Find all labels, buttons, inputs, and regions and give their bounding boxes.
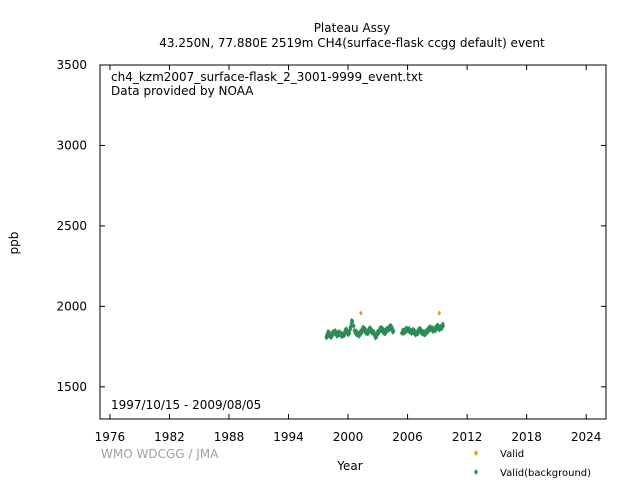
- data-point: [391, 328, 396, 335]
- data-point: [352, 323, 356, 329]
- x-tick-label: 1988: [214, 430, 245, 444]
- data-point: [348, 326, 353, 332]
- x-tick-label: 2012: [452, 430, 483, 444]
- data-marks: [324, 310, 446, 341]
- y-axis-label: ppb: [7, 232, 21, 255]
- data-point: [327, 329, 331, 335]
- legend-label: Valid(background): [500, 468, 591, 479]
- data-point: [344, 326, 349, 332]
- data-point: [407, 325, 411, 331]
- data-point: [419, 327, 424, 333]
- x-tick-label: 1976: [95, 430, 126, 444]
- x-axis-label: Year: [336, 459, 362, 473]
- data-point: [437, 310, 442, 316]
- data-point: [412, 326, 416, 333]
- data-point: [413, 328, 417, 334]
- x-tick-label: 1982: [154, 430, 185, 444]
- data-point: [349, 320, 354, 327]
- data-point: [372, 328, 376, 335]
- legend: Valid Valid(background): [474, 449, 591, 479]
- data-point: [380, 325, 385, 331]
- data-point: [350, 318, 355, 325]
- legend-label: Valid: [500, 449, 524, 460]
- x-tick-label: 2024: [571, 430, 602, 444]
- legend-marker: [474, 450, 478, 456]
- axis-ticks: 1976 1982 1988 1994 2000 2006 2012 2018 2024 1500…: [56, 58, 606, 444]
- y-tick-label: 3500: [56, 58, 87, 72]
- data-point: [390, 325, 395, 332]
- x-tick-label: 1994: [273, 430, 304, 444]
- data-point: [358, 331, 363, 338]
- data-point: [352, 327, 357, 334]
- y-tick-label: 1500: [56, 380, 87, 394]
- data-point: [359, 310, 363, 316]
- annotation-period: 1997/10/15 - 2009/08/05: [111, 398, 261, 412]
- data-point: [370, 328, 375, 334]
- plot-frame: [99, 64, 607, 420]
- data-point: [425, 326, 430, 332]
- data-point: [337, 328, 341, 335]
- data-point: [428, 323, 433, 330]
- data-point: [404, 325, 409, 331]
- x-tick-label: 2000: [333, 430, 364, 444]
- data-point: [354, 328, 359, 334]
- data-point: [437, 323, 441, 329]
- x-tick-label: 2018: [511, 430, 542, 444]
- x-tick-label: 2006: [392, 430, 423, 444]
- data-point: [369, 326, 374, 332]
- y-tick-label: 3000: [56, 138, 87, 152]
- y-tick-label: 2000: [56, 299, 87, 313]
- credit-text: WMO WDCGG / JMA: [101, 447, 219, 461]
- data-point: [328, 330, 332, 337]
- data-point: [435, 322, 440, 328]
- annotation-provider: Data provided by NOAA: [111, 84, 254, 98]
- annotation-file: ch4_kzm2007_surface-flask_2_3001-9999_ev…: [111, 70, 423, 84]
- y-tick-label: 2500: [56, 219, 87, 233]
- data-point: [441, 321, 445, 327]
- data-point: [422, 328, 426, 334]
- legend-marker: [474, 469, 478, 475]
- chart-title: Plateau Assy: [314, 21, 391, 35]
- data-point: [349, 323, 353, 329]
- chart-subtitle: 43.250N, 77.880E 2519m CH4(surface-flask…: [159, 36, 545, 50]
